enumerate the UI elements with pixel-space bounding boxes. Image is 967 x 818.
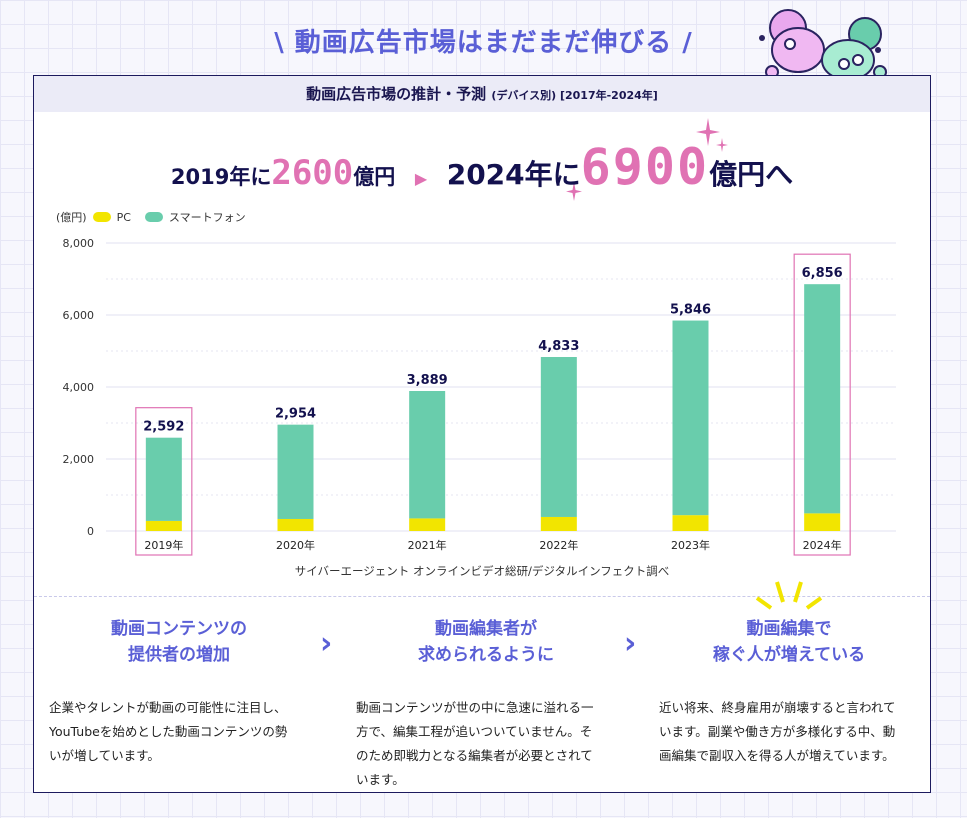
sparkle-icon [696,118,728,152]
legend-swatch-pc [92,212,111,222]
bar-smartphone [804,284,841,514]
slash-left: \ [274,28,285,58]
bar-smartphone [409,390,446,519]
legend-label-pc: PC [116,210,131,224]
x-tick-label: 2019年 [144,538,183,552]
y-axis-unit: (億円) [56,211,87,224]
bar-total-label: 5,846 [670,303,711,318]
bar-total-label: 2,592 [143,420,184,435]
card-heading-text: 動画広告市場の推計・予測 [306,85,487,103]
bar-total-label: 2,954 [275,407,316,422]
emphasis-lines-icon [755,581,823,610]
chart-source: サイバーエージェント オンラインビデオ総研/デジタルインフェクト調べ [294,564,670,578]
mascot-mice-illustration [759,9,887,81]
stacked-bar-chart: 0 2,000 4,000 6,000 8,000 2,592 2019年 2,954 2020… [63,237,896,556]
y-tick-label: 8,000 [63,237,95,250]
y-tick-label: 0 [87,525,94,538]
y-tick-label: 2,000 [63,453,95,466]
reason-title-3: 動画編集で 稼ぐ人が増えている [712,619,866,665]
headline-num2: 6900 [580,138,710,196]
reason-body-3: 近い将来、終身雇用が崩壊すると言われています。副業や働き方が多様化する中、動画編… [659,700,896,763]
x-tick-label: 2021年 [408,538,447,552]
sparkle-small-icon [566,182,582,201]
bar-pc [672,515,709,531]
main-title: \ 動画広告市場はまだまだ伸びる / [0,22,967,59]
divider [34,596,930,597]
headline-part2: 2024年に [446,158,581,191]
bar-pc [277,518,314,531]
reason-column-3: 動画編集で 稼ぐ人が増えている 近い将来、終身雇用が崩壊すると言われています。副業… [659,616,919,768]
bar-pc [804,513,841,531]
headline-unit2: 億円へ [709,158,794,191]
bar-pc [409,518,446,531]
highlight-box [135,407,193,556]
highlight-box [793,253,851,556]
bar-total-label: 4,833 [538,339,579,354]
chevron-right-icon: › [624,626,637,661]
chevron-right-icon: › [320,626,333,661]
reason-title-2: 動画編集者が 求められるように [418,619,554,665]
main-title-text: 動画広告市場はまだまだ伸びる [294,28,673,58]
x-tick-label: 2023年 [671,538,710,552]
legend-label-smartphone: スマートフォン [168,211,246,224]
x-tick-label: 2024年 [803,538,842,552]
triangle-right-icon: ▶ [414,169,428,188]
y-tick-label: 6,000 [63,309,95,322]
chart-card: 動画広告市場の推計・予測 (デバイス別) [2017年-2024年] 2019年… [33,75,931,793]
bar-smartphone [145,437,182,521]
reason-column-2: 動画編集者が 求められるように 動画コンテンツが世の中に急速に溢れる一方で、編集工… [356,616,616,792]
bar-total-label: 6,856 [802,266,843,281]
chart-legend: (億円) PC スマートフォン [56,209,246,225]
headline-num1: 2600 [271,153,354,193]
headline-unit1: 億円 [353,165,396,189]
bar-pc [145,520,182,531]
bar-smartphone [672,320,709,516]
y-tick-label: 4,000 [63,381,95,394]
headline-part1: 2019年に [170,165,272,189]
bar-smartphone [277,424,314,519]
bar-smartphone [540,357,577,517]
bar-pc [540,516,577,531]
legend-swatch-smartphone [144,212,163,222]
x-tick-label: 2020年 [276,538,315,552]
slash-right: / [682,28,693,58]
card-heading: 動画広告市場の推計・予測 (デバイス別) [2017年-2024年] [34,76,930,112]
reason-title-1: 動画コンテンツの 提供者の増加 [111,619,247,665]
card-heading-sub: (デバイス別) [2017年-2024年] [491,89,658,102]
headline: 2019年に2600億円 ▶ 2024年に6900億円へ [34,138,930,196]
reason-column-1: 動画コンテンツの 提供者の増加 企業やタレントが動画の可能性に注目し、YouTub… [49,616,309,768]
reason-body-1: 企業やタレントが動画の可能性に注目し、YouTubeを始めとした動画コンテンツの… [49,700,288,763]
bar-total-label: 3,889 [407,373,448,388]
x-tick-label: 2022年 [539,538,578,552]
reason-body-2: 動画コンテンツが世の中に急速に溢れる一方で、編集工程が追いついていません。そのた… [356,700,594,787]
